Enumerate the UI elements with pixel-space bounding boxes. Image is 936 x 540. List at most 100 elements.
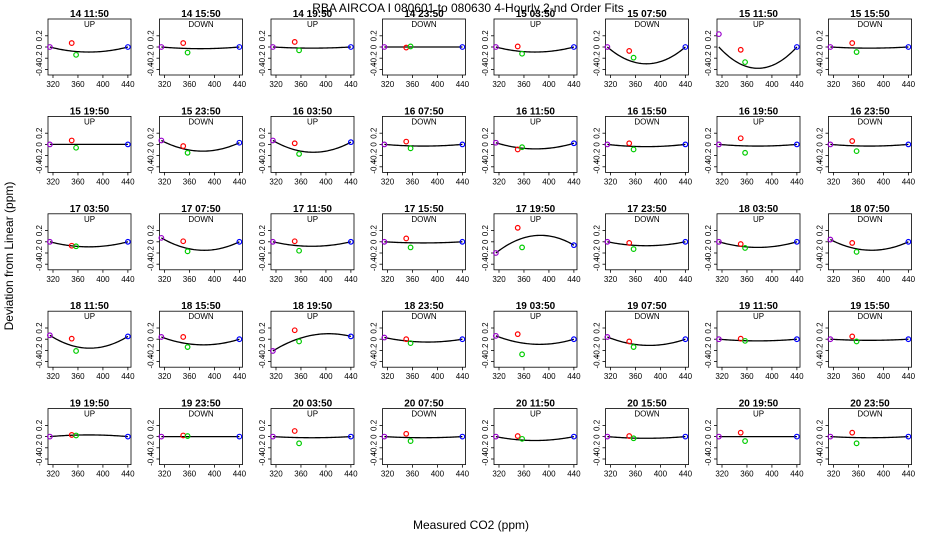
panel-direction-label: UP <box>307 410 318 419</box>
fit-curve <box>718 143 797 147</box>
fit-curve <box>830 238 909 251</box>
x-tick-label: 360 <box>629 372 643 381</box>
panel-direction-label: UP <box>753 410 764 419</box>
panel-title: 14 23:50 <box>404 9 444 20</box>
x-axis-label: Measured CO2 (ppm) <box>413 518 529 532</box>
y-tick-label: -0.2 <box>816 148 825 162</box>
y-tick-label: -0.4 <box>593 159 602 173</box>
panel-title: 18 19:50 <box>293 301 333 312</box>
data-point <box>269 348 276 354</box>
data-point <box>180 143 187 149</box>
y-tick-label: 0 <box>35 434 44 439</box>
x-tick-label: 320 <box>827 470 841 479</box>
y-tick-label: -0.4 <box>593 354 602 368</box>
panel-direction-label: UP <box>307 117 318 126</box>
data-point <box>742 438 748 444</box>
x-tick-label: 440 <box>456 177 470 186</box>
data-point <box>514 146 521 153</box>
y-tick-label: 0 <box>147 239 156 244</box>
x-tick-label: 320 <box>827 80 841 89</box>
y-tick-label: -0.2 <box>35 148 44 162</box>
panel-title: 17 11:50 <box>293 204 332 215</box>
panel-title: 15 15:50 <box>850 9 890 20</box>
y-tick-label: -0.4 <box>35 62 44 76</box>
x-tick-label: 320 <box>604 177 618 186</box>
x-tick-label: 320 <box>381 177 395 186</box>
data-point <box>737 135 744 142</box>
y-tick-label: -0.2 <box>147 343 156 357</box>
panel-title: 14 15:50 <box>181 9 221 20</box>
y-tick-label: 0.2 <box>147 322 156 334</box>
data-point <box>184 344 191 350</box>
data-point <box>827 141 834 148</box>
data-point <box>905 336 912 343</box>
x-tick-label: 360 <box>71 275 85 284</box>
data-point <box>46 141 53 148</box>
x-tick-label: 400 <box>654 80 668 89</box>
y-tick-label: 0 <box>816 44 825 49</box>
panel-direction-label: UP <box>84 215 95 224</box>
y-tick-label: 0.2 <box>481 419 490 431</box>
x-tick-label: 320 <box>269 275 283 284</box>
data-point <box>626 48 633 54</box>
y-tick-label: -0.4 <box>258 257 267 271</box>
data-point <box>459 336 466 343</box>
data-point <box>180 40 187 46</box>
x-tick-label: 360 <box>852 470 866 479</box>
panel-title: 20 07:50 <box>404 399 444 410</box>
data-point <box>519 144 525 151</box>
data-point <box>73 144 79 151</box>
panel-title: 18 15:50 <box>181 301 221 312</box>
y-tick-label: -0.4 <box>704 354 713 368</box>
x-tick-label: 320 <box>46 372 60 381</box>
y-tick-label: -0.4 <box>35 257 44 271</box>
y-tick-label: -0.4 <box>258 354 267 368</box>
x-tick-label: 320 <box>46 275 60 284</box>
panel-title: 14 19:50 <box>293 9 333 20</box>
fit-curve <box>495 46 575 53</box>
y-tick-label: 0 <box>816 142 825 147</box>
y-tick-label: 0 <box>258 142 267 147</box>
x-tick-label: 440 <box>233 275 247 284</box>
y-tick-label: -0.4 <box>481 62 490 76</box>
data-point <box>514 331 521 338</box>
data-point <box>459 433 466 440</box>
y-tick-label: 0.2 <box>258 224 267 236</box>
y-tick-label: 0 <box>704 239 713 244</box>
y-tick-label: 0.2 <box>704 30 713 42</box>
data-point <box>682 141 689 148</box>
fit-curve <box>607 435 686 439</box>
x-tick-label: 320 <box>381 470 395 479</box>
x-tick-label: 440 <box>790 80 804 89</box>
x-tick-label: 360 <box>406 80 420 89</box>
data-point <box>715 141 722 148</box>
panel-direction-label: UP <box>753 117 764 126</box>
data-point <box>46 44 53 50</box>
y-tick-label: -0.2 <box>35 51 44 65</box>
x-tick-label: 320 <box>381 275 395 284</box>
y-tick-label: 0.2 <box>704 224 713 236</box>
x-tick-label: 360 <box>740 80 754 89</box>
x-tick-label: 320 <box>604 372 618 381</box>
y-tick-label: 0.2 <box>593 127 602 139</box>
data-point <box>180 334 187 340</box>
data-point <box>742 149 748 156</box>
fit-curve <box>495 234 575 254</box>
x-tick-label: 400 <box>542 470 556 479</box>
data-point <box>492 44 499 50</box>
y-tick-label: 0.2 <box>704 127 713 139</box>
fit-curve <box>495 335 575 345</box>
x-tick-label: 440 <box>902 177 916 186</box>
x-tick-label: 360 <box>406 177 420 186</box>
y-tick-label: -0.4 <box>370 354 379 368</box>
panel-title: 16 23:50 <box>850 106 890 117</box>
data-point <box>827 336 834 343</box>
panel-title: 15 11:50 <box>739 9 778 20</box>
x-tick-label: 400 <box>319 470 333 479</box>
